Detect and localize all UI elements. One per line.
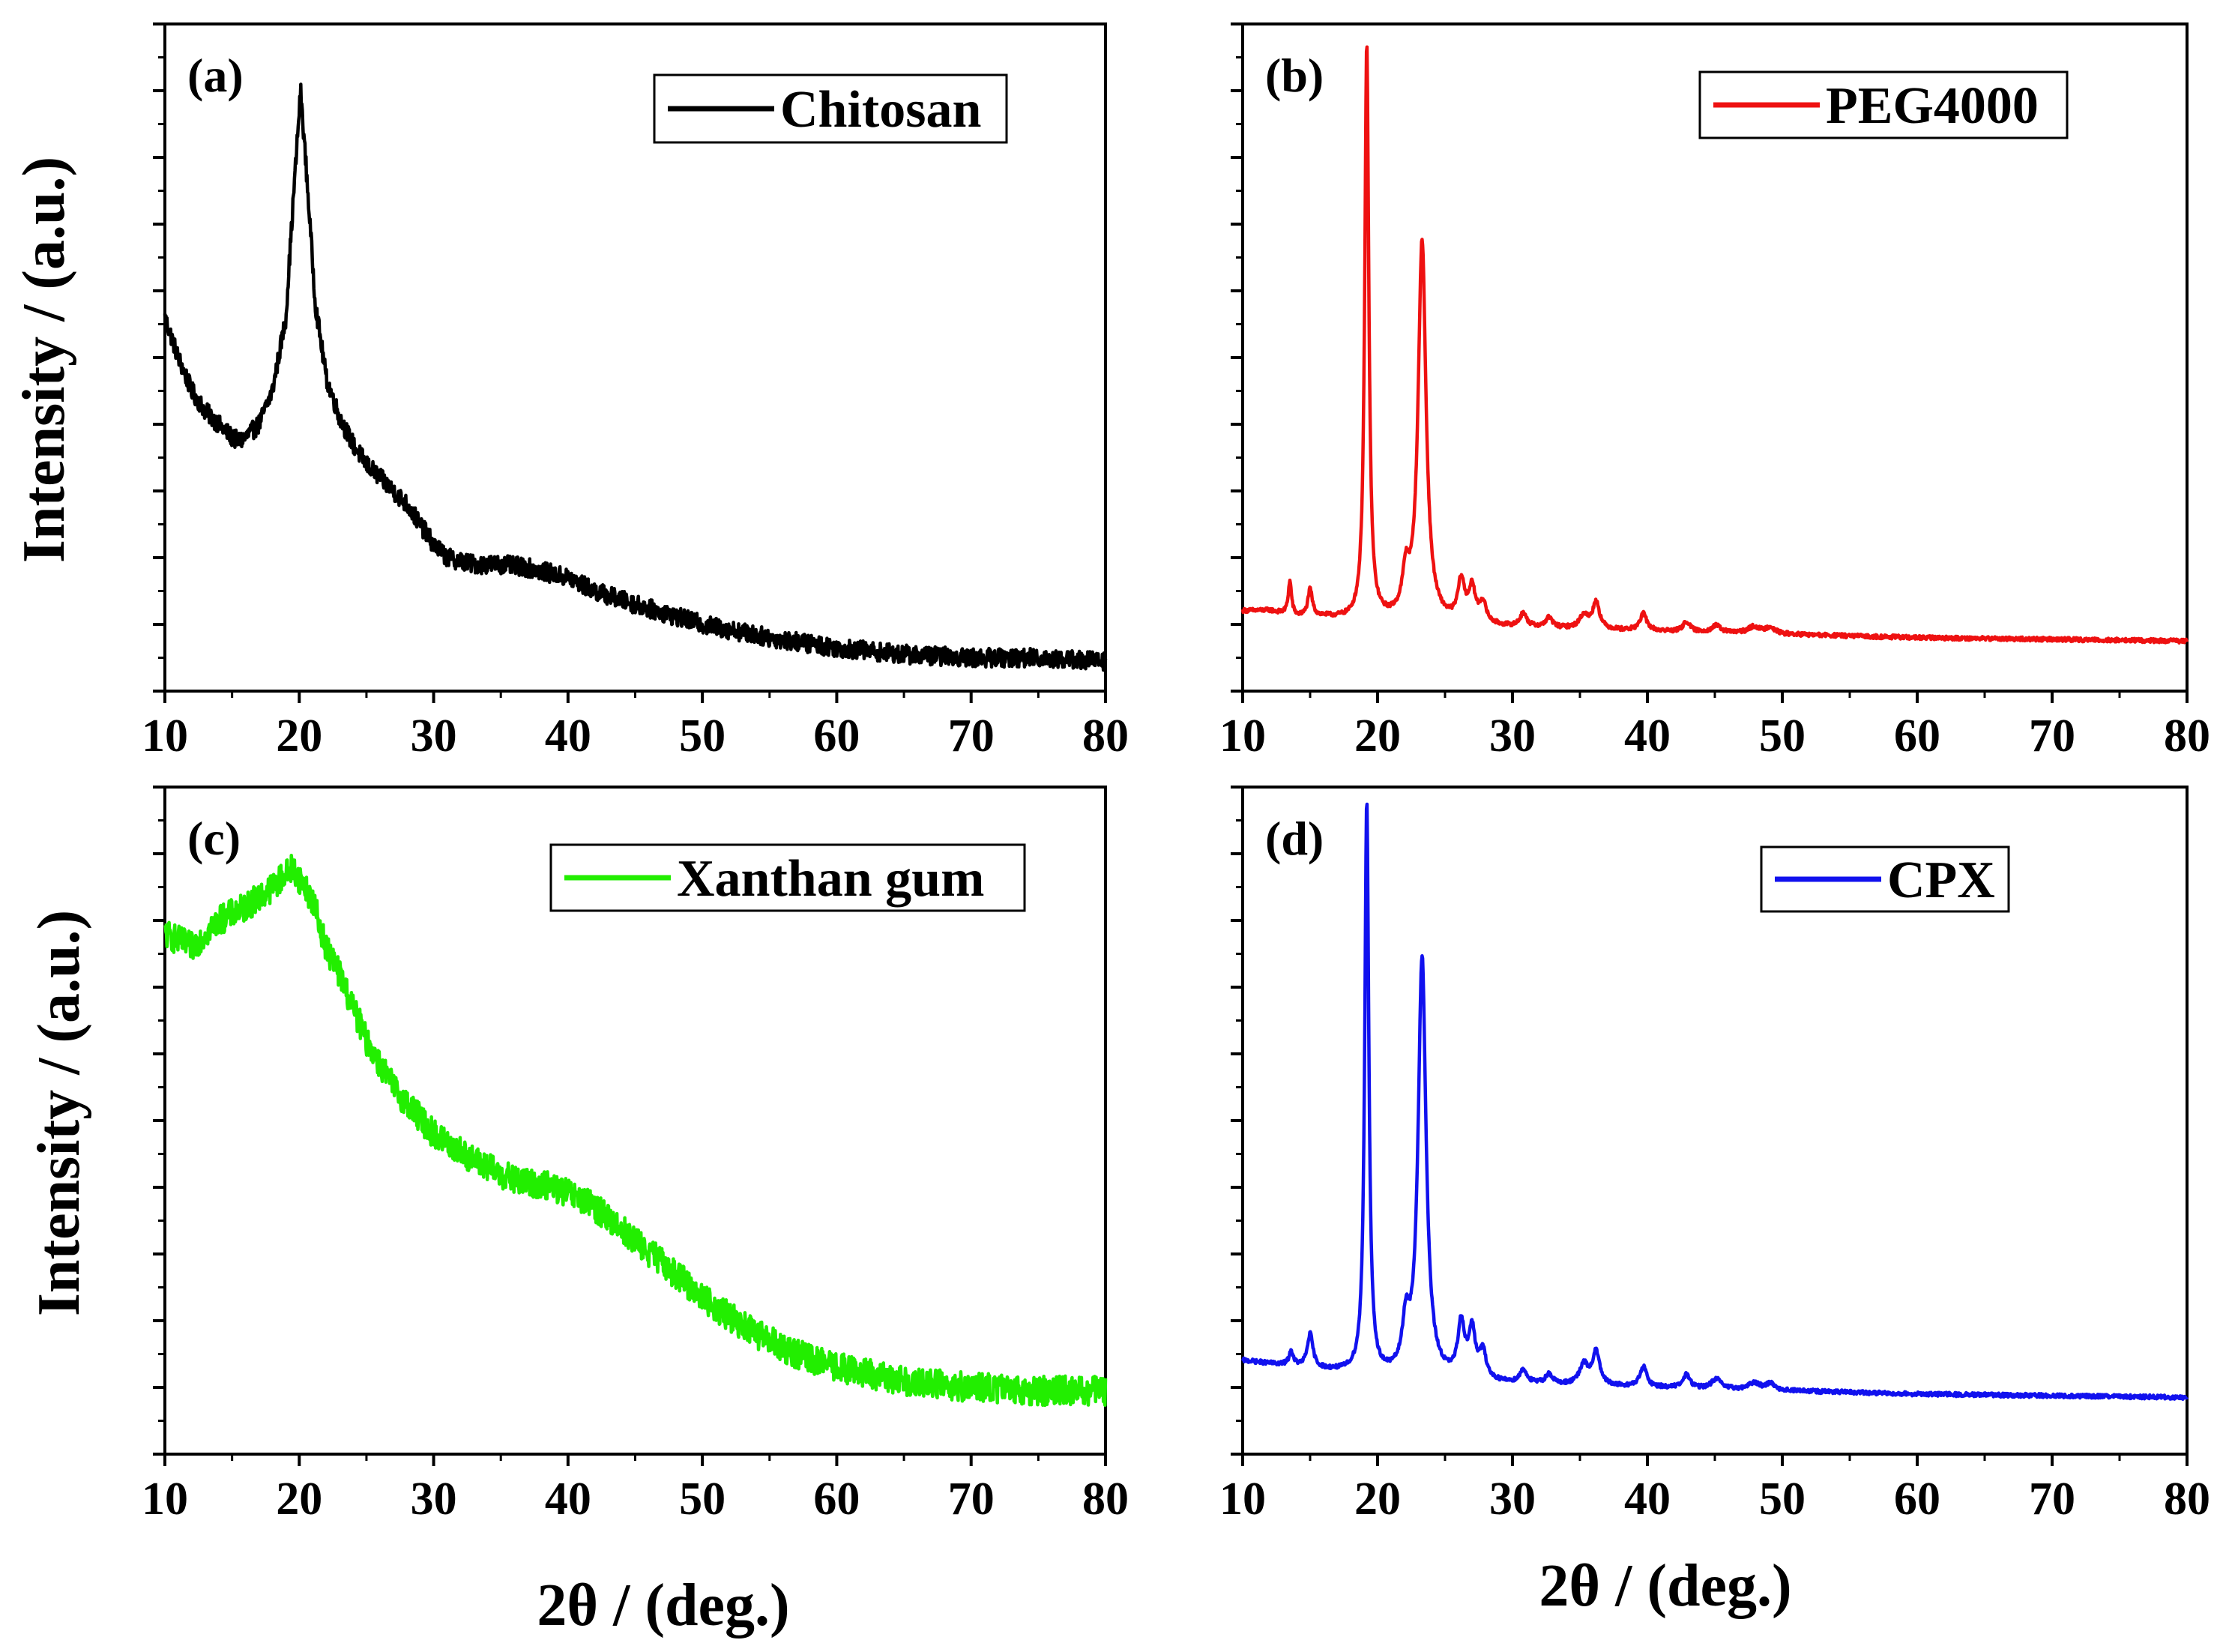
x-tick-label: 80 [2164, 1474, 2210, 1525]
x-tick-label: 50 [1759, 711, 1806, 762]
x-tick-label: 40 [545, 1474, 591, 1525]
x-tick-label: 60 [813, 1474, 860, 1525]
panel-b: 10 20 30 40 50 60 70 80 (b) PEG4000 [1219, 22, 2210, 762]
y-axis-title-top: Intensity / (a.u.) [11, 157, 77, 563]
x-tick-label: 20 [1354, 1474, 1401, 1525]
x-tick-label: 70 [948, 711, 995, 762]
legend: CPX [1760, 845, 2010, 913]
x-tick-label: 10 [142, 1474, 188, 1525]
x-axis-title-left: 2θ / (deg.) [537, 1573, 789, 1639]
legend-label: PEG4000 [1826, 77, 2039, 135]
x-tick-label: 40 [545, 711, 591, 762]
x-tick-label: 80 [2164, 711, 2210, 762]
y-axis-title-bottom: Intensity / (a.u.) [26, 910, 92, 1316]
x-tick-label: 80 [1082, 711, 1129, 762]
series-line [163, 82, 1108, 672]
series-line [163, 854, 1108, 1408]
x-tick-label: 60 [813, 711, 860, 762]
x-tick-label: 70 [2029, 1474, 2075, 1525]
x-tick-label: 80 [1082, 1474, 1129, 1525]
x-tick-label: 60 [1894, 711, 1940, 762]
legend: Chitosan [653, 73, 1008, 144]
x-tick-label: 20 [276, 1474, 322, 1525]
x-tick-label: 50 [679, 711, 726, 762]
x-tick-label: 20 [276, 711, 322, 762]
legend-label: Chitosan [780, 81, 981, 139]
x-tick-label: 70 [948, 1474, 995, 1525]
panel-label: (c) [187, 812, 241, 865]
panel-c: 10 20 30 40 50 60 70 80 (c) Xanthan gum [142, 786, 1129, 1525]
x-tick-label: 70 [2029, 711, 2075, 762]
x-axis-title-right: 2θ / (deg.) [1539, 1553, 1791, 1619]
x-tick-label: 20 [1354, 711, 1401, 762]
x-tick-label: 10 [142, 711, 188, 762]
x-tick-label: 10 [1219, 711, 1266, 762]
legend-label: CPX [1887, 851, 1995, 909]
panel-label: (a) [187, 49, 244, 102]
legend: PEG4000 [1698, 70, 2069, 139]
x-tick-label: 60 [1894, 1474, 1940, 1525]
legend-label: Xanthan gum [677, 850, 984, 908]
plot-frame [1241, 786, 2189, 1456]
x-tick-label: 30 [1489, 1474, 1536, 1525]
legend: Xanthan gum [549, 843, 1026, 912]
panel-a: 10 20 30 40 50 60 70 80 (a) Chitosan [142, 22, 1129, 762]
legend-box [1698, 70, 2069, 139]
x-tick-label: 30 [411, 1474, 457, 1525]
series-line [1241, 802, 2189, 1402]
series-line [1240, 45, 2189, 645]
x-tick-label: 40 [1624, 1474, 1671, 1525]
x-tick-label: 50 [1759, 1474, 1806, 1525]
panel-label: (d) [1265, 812, 1324, 865]
x-tick-label: 30 [411, 711, 457, 762]
x-tick-label: 50 [679, 1474, 726, 1525]
panel-label: (b) [1265, 49, 1324, 102]
panel-d: 10 20 30 40 50 60 70 80 (d) CPX [1219, 786, 2210, 1525]
x-tick-label: 30 [1489, 711, 1536, 762]
x-tick-label: 40 [1624, 711, 1671, 762]
x-tick-label: 10 [1219, 1474, 1266, 1525]
